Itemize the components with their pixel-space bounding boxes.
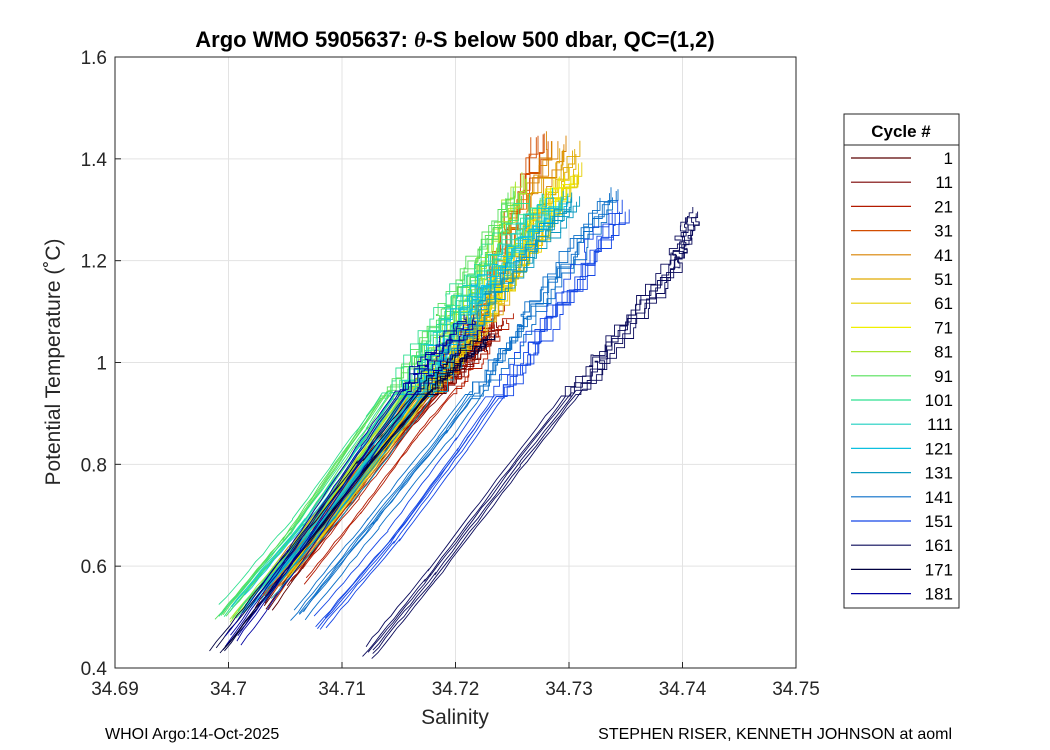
y-tick-label: 0.4 — [81, 659, 108, 680]
profile-line — [240, 325, 483, 646]
profile-line — [298, 191, 617, 614]
legend-box — [843, 113, 960, 609]
y-tick-label: 0.6 — [81, 557, 107, 578]
profile-line — [313, 199, 619, 617]
legend-label: 41 — [934, 246, 953, 265]
x-tick-label: 34.72 — [432, 679, 480, 700]
y-tick-label: 1.4 — [81, 150, 108, 171]
legend-label: 141 — [925, 488, 953, 507]
legend-item-21: 21 — [851, 197, 953, 216]
profile-line — [372, 216, 700, 654]
footer-credit-date: WHOI Argo:14-Oct-2025 — [105, 726, 280, 743]
profile-line — [303, 319, 510, 585]
profile-line — [367, 213, 697, 653]
legend-item-81: 81 — [851, 343, 953, 362]
profile-line — [317, 211, 620, 629]
legend-label: 31 — [934, 222, 953, 241]
y-tick-label: 1.6 — [81, 48, 107, 69]
profile-line — [231, 193, 543, 608]
chart-title: Argo WMO 5905637: θ-S below 500 dbar, QC… — [195, 27, 714, 52]
x-tick-label: 34.7 — [210, 679, 247, 700]
y-tick-label: 0.8 — [81, 455, 107, 476]
profile-line — [372, 211, 699, 651]
legend-entries: 1112131415161718191101111121131141151161… — [851, 149, 953, 604]
legend-item-41: 41 — [851, 246, 953, 265]
y-tick-label: 1 — [96, 354, 107, 375]
x-tick-label: 34.75 — [772, 679, 820, 700]
profile-line — [325, 209, 630, 629]
legend-item-61: 61 — [851, 294, 953, 313]
footer-investigators: STEPHEN RISER, KENNETH JOHNSON at aoml — [598, 726, 952, 743]
y-axis-label: Potential Temperature (˚C) — [42, 238, 65, 485]
x-tick-label: 34.74 — [659, 679, 707, 700]
series-layer — [209, 131, 700, 659]
profile-line — [225, 324, 464, 646]
profile-line — [304, 197, 613, 621]
legend-label: 171 — [925, 560, 953, 579]
profile-line — [260, 197, 572, 600]
series-cycle-141 — [290, 187, 619, 621]
series-cycle-161 — [362, 207, 700, 659]
x-tick-label: 34.73 — [545, 679, 593, 700]
legend-item-31: 31 — [851, 222, 953, 241]
profile-line — [260, 201, 577, 604]
legend-item-91: 91 — [851, 367, 953, 386]
legend-label: 151 — [925, 512, 953, 531]
legend-item-181: 181 — [851, 585, 953, 604]
legend-item-151: 151 — [851, 512, 953, 531]
legend-item-131: 131 — [851, 464, 953, 483]
profile-line — [287, 176, 578, 579]
legend-item-111: 111 — [851, 415, 953, 434]
profile-line — [218, 203, 530, 617]
legend-item-121: 121 — [851, 439, 953, 458]
legend-item-71: 71 — [851, 318, 953, 337]
profile-line — [218, 194, 530, 605]
profile-line — [257, 192, 573, 596]
x-tick-label: 34.71 — [318, 679, 366, 700]
legend-label: 81 — [934, 343, 953, 362]
profile-line — [315, 210, 613, 628]
legend-title: Cycle # — [871, 122, 931, 141]
profile-line — [237, 314, 476, 637]
legend-item-101: 101 — [851, 391, 953, 410]
profile-line — [236, 319, 474, 642]
profile-line — [290, 197, 601, 621]
x-tick-label: 34.69 — [91, 679, 139, 700]
legend-label: 111 — [927, 415, 953, 434]
y-tick-label: 1.2 — [81, 252, 107, 273]
legend-item-11: 11 — [851, 173, 953, 192]
legend-label: 181 — [925, 585, 953, 604]
profile-line — [365, 207, 694, 648]
x-axis-label: Salinity — [421, 706, 489, 729]
legend-item-141: 141 — [851, 488, 953, 507]
legend-label: 131 — [925, 464, 953, 483]
series-cycle-181 — [224, 314, 483, 646]
profile-line — [220, 192, 509, 616]
legend: Cycle # 11121314151617181911011111211311… — [843, 113, 960, 609]
legend-label: 61 — [934, 294, 953, 313]
legend-label: 101 — [925, 391, 953, 410]
profile-line — [362, 218, 687, 657]
legend-label: 121 — [925, 439, 953, 458]
legend-label: 11 — [935, 173, 953, 192]
profile-line — [303, 189, 619, 613]
profile-line — [224, 316, 467, 637]
legend-label: 21 — [934, 197, 953, 216]
series-cycle-151 — [313, 199, 630, 630]
profile-line — [231, 195, 522, 620]
legend-label: 51 — [934, 270, 953, 289]
profile-line — [230, 314, 467, 636]
profile-line — [293, 187, 612, 611]
legend-label: 71 — [934, 318, 953, 337]
legend-item-51: 51 — [851, 270, 953, 289]
axis-ticks: 34.69 34.7 34.71 34.72 34.73 34.74 34.75 0.4 0.6… — [81, 48, 820, 700]
legend-label: 161 — [925, 536, 953, 555]
legend-item-171: 171 — [851, 560, 953, 579]
legend-label: 1 — [944, 149, 953, 168]
legend-item-1: 1 — [851, 149, 953, 168]
legend-label: 91 — [934, 367, 953, 386]
legend-item-161: 161 — [851, 536, 953, 555]
profile-line — [305, 313, 514, 579]
